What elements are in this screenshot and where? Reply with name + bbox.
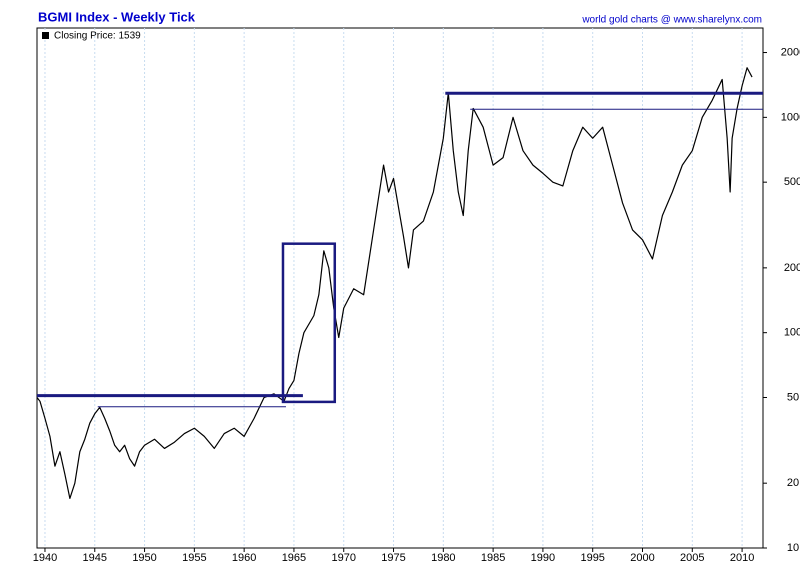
x-tick-label: 1980 <box>431 552 455 564</box>
legend-swatch <box>42 32 49 39</box>
x-tick-label: 1940 <box>33 552 57 564</box>
price-line <box>36 67 753 499</box>
x-tick-label: 2005 <box>680 552 704 564</box>
y-tick-label: 2000 <box>781 46 800 58</box>
chart-subtitle: world gold charts @ www.sharelynx.com <box>581 15 762 26</box>
y-tick-label: 100 <box>784 327 800 339</box>
chart-title: BGMI Index - Weekly Tick <box>38 9 196 24</box>
x-tick-label: 1955 <box>182 552 206 564</box>
y-tick-label: 10 <box>787 542 799 554</box>
y-tick-label: 20 <box>787 477 799 489</box>
x-tick-label: 1970 <box>331 552 355 564</box>
plot-area <box>36 27 764 549</box>
x-tick-label: 1960 <box>232 552 256 564</box>
x-tick-label: 1950 <box>132 552 156 564</box>
x-tick-label: 1975 <box>381 552 405 564</box>
x-tick-label: 1945 <box>83 552 107 564</box>
y-tick-label: 50 <box>787 391 799 403</box>
highlight-box <box>281 242 337 404</box>
x-tick-label: 1965 <box>282 552 306 564</box>
y-tick-label: 200 <box>784 262 800 274</box>
x-tick-label: 1985 <box>481 552 505 564</box>
x-tick-label: 2000 <box>630 552 654 564</box>
x-tick-label: 1995 <box>580 552 604 564</box>
grid <box>44 28 743 548</box>
y-tick-label: 500 <box>784 176 800 188</box>
legend-label: Closing Price: 1539 <box>54 31 141 42</box>
y-tick-label: 1000 <box>781 111 800 123</box>
x-tick-label: 1990 <box>531 552 555 564</box>
x-tick-label: 2010 <box>730 552 754 564</box>
